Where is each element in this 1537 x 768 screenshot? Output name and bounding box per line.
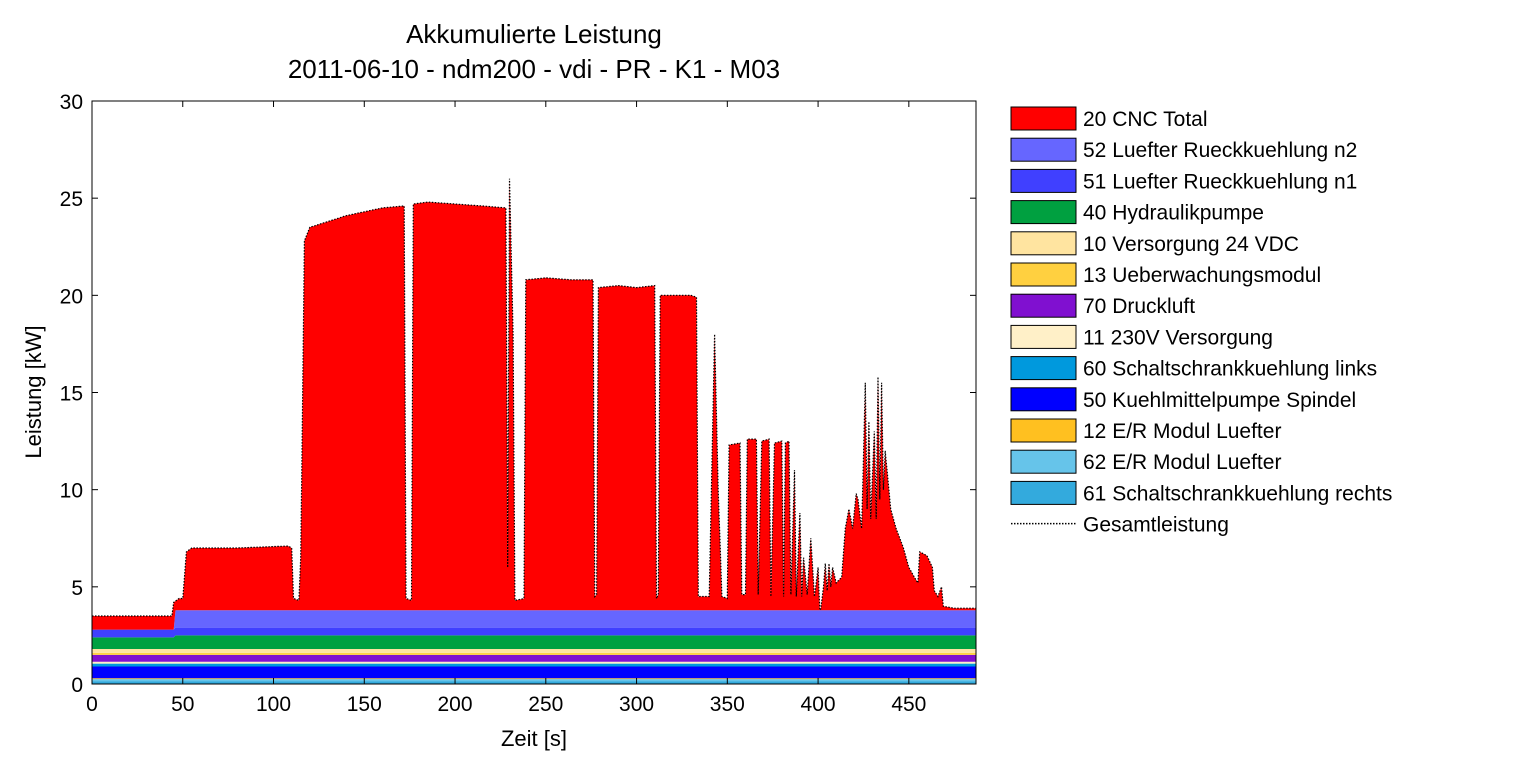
x-tick-label: 300 (619, 693, 654, 716)
legend: 20 CNC Total 52 Luefter Rueckkuehlung n2 5… (1010, 106, 1392, 537)
y-tick-label: 0 (71, 674, 83, 697)
y-tick-label: 10 (60, 480, 83, 503)
y-tick-label: 15 (60, 383, 83, 406)
legend-label-61-schaltschrankkuehlung-rechts: 61 Schaltschrankkuehlung rechts (1083, 482, 1392, 505)
legend-label-60-schaltschrankkuehlung-links: 60 Schaltschrankkuehlung links (1083, 358, 1377, 381)
legend-label-10-versorgung-24-vdc: 10 Versorgung 24 VDC (1083, 233, 1299, 256)
area-13-ueberwachungsmodul (92, 652, 976, 655)
legend-swatch-13-ueberwachungsmodul (1010, 262, 1077, 287)
legend-label-52-luefter-rueckkuehlung-n2: 52 Luefter Rueckkuehlung n2 (1083, 139, 1357, 162)
legend-swatch-12-e-r-modul-luefter (1010, 418, 1077, 443)
legend-label-20-cnc-total: 20 CNC Total (1083, 108, 1208, 131)
stacked-areas (92, 178, 976, 684)
legend-swatch-60-schaltschrankkuehlung-links (1010, 356, 1077, 381)
legend-label-51-luefter-rueckkuehlung-n1: 51 Luefter Rueckkuehlung n1 (1083, 170, 1357, 193)
area-52-luefter-rueckkuehlung-n2 (92, 610, 976, 630)
y-tick-label: 30 (60, 91, 83, 114)
series-gesamtleistung-line (92, 178, 976, 617)
area-62-e-r-modul-luefter (92, 679, 976, 682)
total-line-layer (92, 178, 976, 617)
legend-label-gesamtleistung: Gesamtleistung (1083, 514, 1229, 537)
legend-swatch-50-kuehlmittelpumpe-spindel (1010, 387, 1077, 412)
legend-swatch-10-versorgung-24-vdc (1010, 231, 1077, 256)
x-tick-label: 350 (710, 693, 745, 716)
x-tick-label: 100 (256, 693, 291, 716)
x-tick-label: 450 (891, 693, 926, 716)
area-50-kuehlmittelpumpe-spindel (92, 666, 976, 679)
legend-label-12-e-r-modul-luefter: 12 E/R Modul Luefter (1083, 420, 1281, 443)
y-tick-label: 20 (60, 285, 83, 308)
x-tick-label: 250 (528, 693, 563, 716)
legend-swatch-51-luefter-rueckkuehlung-n1 (1010, 168, 1077, 193)
legend-swatch-40-hydraulikpumpe (1010, 200, 1077, 225)
area-10-versorgung-24-vdc (92, 649, 976, 653)
x-tick-label: 150 (347, 693, 382, 716)
legend-label-70-druckluft: 70 Druckluft (1083, 295, 1195, 318)
x-tick-label: 200 (438, 693, 473, 716)
legend-swatch-11-230v-versorgung (1010, 324, 1077, 349)
legend-swatch-62-e-r-modul-luefter (1010, 449, 1077, 474)
x-axis-label: Zeit [s] (501, 726, 567, 751)
chart-subtitle: 2011-06-10 - ndm200 - vdi - PR - K1 - M0… (288, 54, 780, 84)
y-tick-label: 25 (60, 188, 83, 211)
area-60-schaltschrankkuehlung-links (92, 663, 976, 667)
legend-label-40-hydraulikpumpe: 40 Hydraulikpumpe (1083, 202, 1264, 225)
y-axis-ticks: 0 5 10 15 20 25 30 (60, 91, 976, 697)
area-11-230v-versorgung (92, 661, 976, 664)
x-tick-label: 400 (801, 693, 836, 716)
area-12-e-r-modul-luefter (92, 678, 976, 680)
legend-swatch-20-cnc-total (1010, 106, 1077, 131)
legend-swatch-61-schaltschrankkuehlung-rechts (1010, 480, 1077, 505)
legend-label-62-e-r-modul-luefter: 62 E/R Modul Luefter (1083, 451, 1281, 474)
legend-label-13-ueberwachungsmodul: 13 Ueberwachungsmodul (1083, 264, 1321, 287)
area-51-luefter-rueckkuehlung-n1 (92, 627, 976, 638)
area-70-druckluft (92, 654, 976, 662)
x-tick-label: 0 (86, 693, 98, 716)
legend-swatch-70-druckluft (1010, 293, 1077, 318)
area-40-hydraulikpumpe (92, 635, 976, 649)
legend-label-50-kuehlmittelpumpe-spindel: 50 Kuehlmittelpumpe Spindel (1083, 389, 1356, 412)
y-axis-label: Leistung [kW] (21, 325, 46, 458)
chart-title: Akkumulierte Leistung (406, 19, 662, 49)
x-tick-label: 50 (171, 693, 194, 716)
legend-label-11-230v-versorgung: 11 230V Versorgung (1083, 326, 1273, 349)
area-20-cnc-total (92, 178, 976, 630)
legend-swatch-52-luefter-rueckkuehlung-n2 (1010, 137, 1077, 162)
area-61-schaltschrankkuehlung-rechts (92, 681, 976, 684)
y-tick-label: 5 (71, 577, 83, 600)
x-axis-ticks: 0 50 100 150 200 250 300 350 400 450 (86, 101, 926, 716)
